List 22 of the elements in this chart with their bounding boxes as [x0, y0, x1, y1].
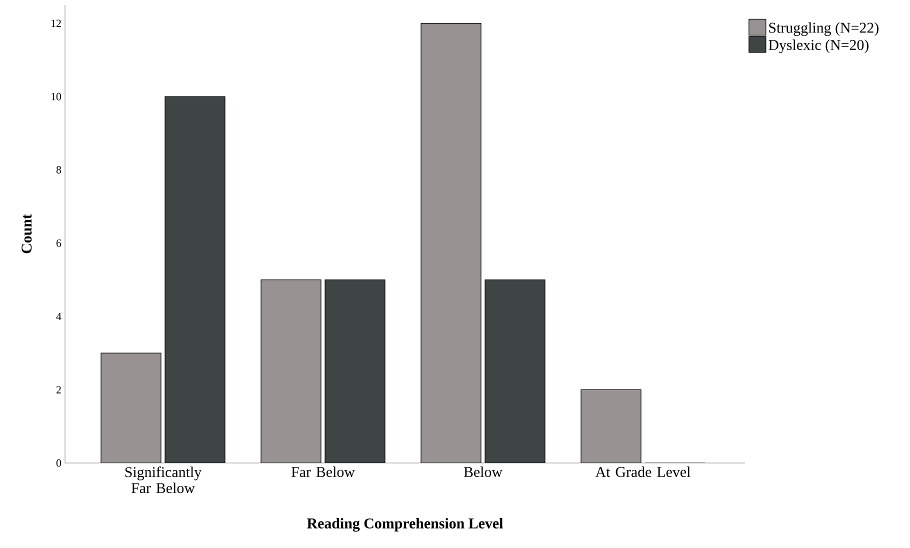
- x-tick-label: At Grade Level: [595, 466, 690, 478]
- y-tick-label: 2: [56, 386, 61, 394]
- legend-label: Dyslexic (N=20): [768, 40, 868, 54]
- bar: [100, 352, 162, 463]
- bar: [484, 279, 546, 463]
- y-tick-label: 12: [51, 20, 61, 27]
- legend-label: Struggling (N=22): [769, 22, 878, 36]
- x-tick-label: Significantly Far Below: [125, 466, 202, 494]
- y-axis-title: Count: [22, 214, 32, 254]
- y-tick-label: 4: [56, 312, 62, 320]
- y-tick-label: 6: [56, 239, 62, 247]
- bar: [324, 279, 386, 463]
- y-tick-label: 8: [56, 166, 62, 174]
- bar: [420, 23, 482, 463]
- y-tick-label: 10: [51, 92, 62, 100]
- bar: [260, 279, 322, 463]
- y-tick-label: 0: [56, 459, 62, 467]
- bar: [164, 96, 226, 463]
- x-axis-title: Reading Comprehension Level: [307, 518, 503, 532]
- x-tick-label: Far Below: [291, 466, 355, 478]
- bar: [580, 389, 642, 463]
- x-tick-label: Below: [464, 466, 502, 478]
